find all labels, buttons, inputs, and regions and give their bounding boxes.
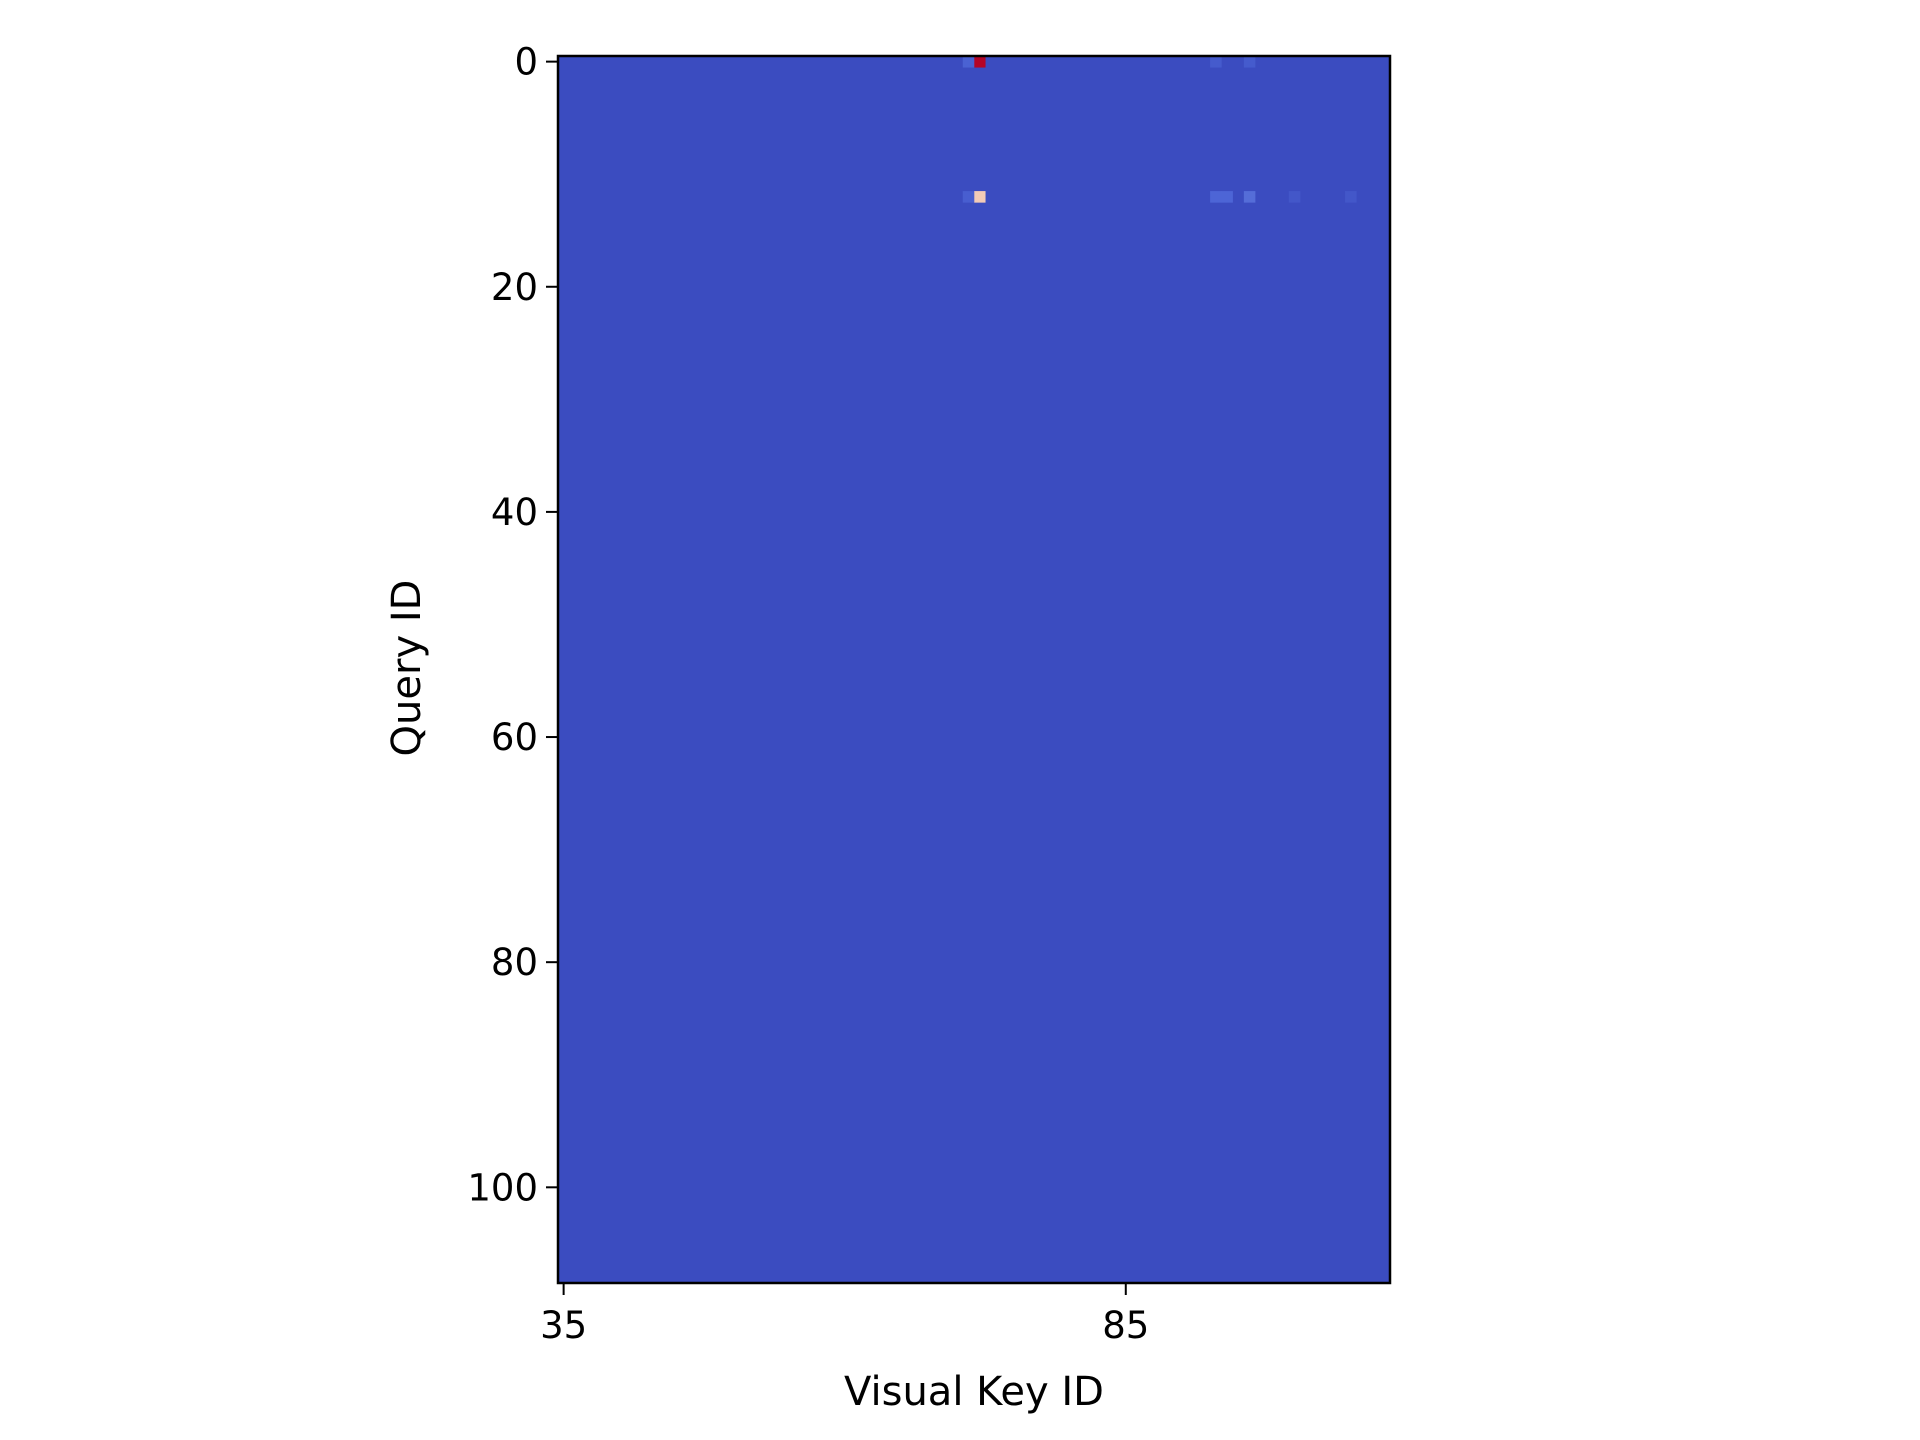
heatmap-cell xyxy=(974,56,986,68)
heatmap-cell xyxy=(1345,191,1357,203)
heatmap-cell xyxy=(1288,191,1301,203)
plot-frame xyxy=(556,54,1392,1285)
heatmap-cell xyxy=(1221,191,1233,203)
x-axis-label: Visual Key ID xyxy=(844,1369,1104,1415)
y-tick-label: 40 xyxy=(491,491,538,534)
heatmap-cell xyxy=(1210,56,1222,68)
heatmap-area xyxy=(556,54,1392,1285)
y-tick-label: 100 xyxy=(467,1166,538,1209)
y-tick-label: 60 xyxy=(491,716,538,759)
y-axis-label: Query ID xyxy=(384,580,430,757)
y-axis: 0 20 40 60 80 100 xyxy=(467,41,558,1209)
x-tick-label: 35 xyxy=(540,1304,587,1347)
x-axis: 35 85 xyxy=(540,1283,1149,1347)
heatmap-background xyxy=(558,56,1390,1283)
heatmap-cell xyxy=(962,191,975,203)
heatmap-cell xyxy=(1210,191,1222,203)
y-tick-label: 20 xyxy=(491,266,538,309)
heatmap-cell xyxy=(1243,56,1256,68)
y-tick-label: 0 xyxy=(514,41,538,84)
heatmap-cell xyxy=(1243,191,1256,203)
heatmap-cell xyxy=(974,191,986,203)
y-tick-label: 80 xyxy=(491,941,538,984)
heatmap-cell xyxy=(962,56,975,68)
x-tick-label: 85 xyxy=(1102,1304,1149,1347)
